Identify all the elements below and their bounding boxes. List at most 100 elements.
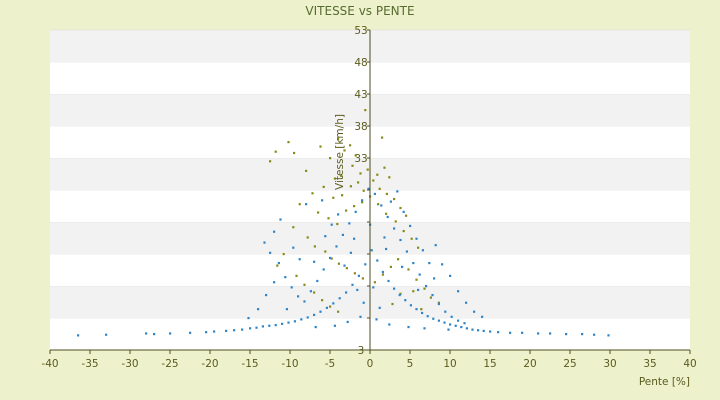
data-point-olive [364,109,367,112]
data-point-olive [269,160,272,163]
data-point-olive [381,273,384,276]
data-point-blue [477,329,480,332]
data-point-blue [402,210,405,213]
data-point-blue [404,299,407,302]
data-point-olive [381,136,384,139]
data-point-blue [537,332,540,335]
data-point-blue [285,308,288,311]
data-point-blue [337,213,340,216]
data-point-blue [263,241,266,244]
data-point-blue [290,286,293,289]
data-point-blue [383,236,386,239]
data-point-blue [426,315,429,318]
x-tick-label: 0 [367,358,374,370]
data-points [77,109,610,337]
data-point-olive [349,185,352,188]
data-point-blue [444,310,447,313]
data-point-blue [465,301,468,304]
data-point-olive [345,209,348,212]
data-point-olive [313,291,316,294]
data-point-olive [337,262,340,265]
data-point-blue [77,334,80,337]
data-point-olive [388,176,391,179]
data-point-blue [409,224,412,228]
data-point-olive [293,151,296,155]
data-point-blue [189,331,192,334]
data-point-blue [443,321,446,324]
tick-labels: -40 -35 -30 -25 -20 -15 -10 -5 0 5 10 15 20 25 30 35 40 3… [41,25,696,370]
data-point-olive [329,157,332,160]
data-point-olive [361,201,364,204]
data-point-olive [311,192,314,195]
data-point-blue [287,321,290,324]
data-point-blue [418,273,421,276]
data-point-blue [373,192,376,196]
data-point-olive [389,265,392,268]
data-point-blue [335,245,338,248]
data-point-blue [321,199,324,202]
data-point-blue [306,316,309,319]
data-point-olive [378,187,381,190]
data-point-blue [249,327,252,330]
data-point-blue [279,218,282,221]
data-point-blue [343,264,346,267]
data-point-blue [370,249,373,252]
data-point-blue [437,319,440,322]
data-point-blue [437,302,440,306]
data-point-blue [401,265,404,268]
y-tick-label: 53 [354,25,367,37]
data-point-blue [449,323,452,326]
data-point-blue [303,300,306,303]
data-point-blue [349,251,352,254]
data-point-blue [607,334,610,337]
data-point-olive [282,253,285,256]
data-point-olive [397,258,400,261]
data-point-blue [415,308,418,311]
data-point-olive [412,290,415,293]
data-point-blue [521,331,524,334]
data-point-blue [412,261,415,265]
data-point-blue [322,268,325,271]
data-point-olive [361,277,364,280]
data-point-olive [357,181,360,184]
data-point-blue [313,313,316,316]
data-point-blue [407,325,410,329]
data-point-olive [415,278,418,281]
data-point-blue [463,322,466,325]
x-tick-label: 20 [523,358,536,370]
data-point-olive [336,222,339,226]
data-point-blue [309,290,312,293]
data-point-olive [337,137,340,140]
data-point-olive [402,229,405,233]
y-tick-label: 48 [354,57,367,69]
data-point-olive [353,205,356,208]
data-point-blue [225,329,228,332]
data-point-olive [376,173,379,176]
x-tick-label: 10 [443,358,456,370]
data-point-blue [381,270,384,274]
data-point-olive [332,196,335,199]
data-point-blue [277,261,280,265]
data-point-olive [383,166,386,169]
data-point-olive [295,274,298,277]
data-point-blue [457,290,460,293]
x-tick-label: -10 [281,358,298,370]
data-point-blue [353,237,356,240]
data-point-blue [273,230,276,233]
x-tick-label: 40 [683,358,696,370]
data-point-blue [281,322,284,325]
data-point-blue [421,249,424,252]
y-tick-label: 43 [354,89,367,101]
data-point-olive [394,220,397,223]
data-point-olive [410,237,413,240]
data-point-blue [385,247,388,251]
data-point-olive [373,281,376,284]
data-point-blue [375,318,378,321]
data-point-blue [433,277,436,280]
data-point-blue [145,332,148,335]
data-point-olive [306,236,309,239]
data-point-blue [376,259,379,262]
data-point-blue [482,329,485,332]
